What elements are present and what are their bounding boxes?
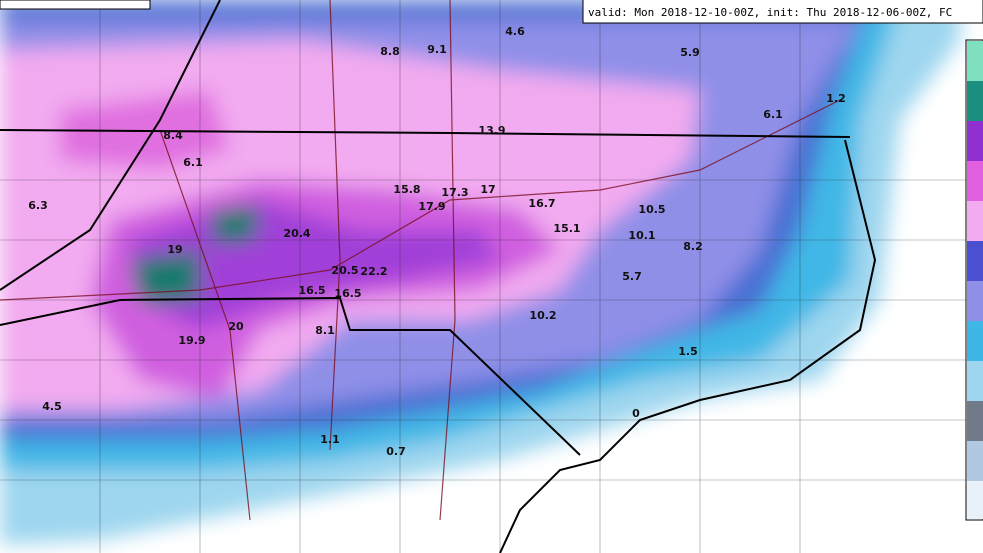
snowfall-label: 10.2 [529, 309, 556, 322]
snowfall-label: 16.7 [528, 197, 555, 210]
snowfall-label: 15.8 [393, 183, 420, 196]
snowfall-label: 6.1 [183, 156, 203, 169]
snowfall-label: 10.5 [638, 203, 665, 216]
snowfall-label: 8.2 [683, 240, 703, 253]
snowfall-label: 20 [228, 320, 244, 333]
snowfall-shading [0, 0, 960, 545]
snowfall-label: 15.1 [553, 222, 580, 235]
snowfall-label: 17.3 [441, 186, 468, 199]
snowfall-label: 5.9 [680, 46, 700, 59]
snowfall-label: 9.1 [427, 43, 447, 56]
snowfall-label: 8.1 [315, 324, 335, 337]
snowfall-label: 1.2 [826, 92, 846, 105]
snowfall-label: 8.8 [380, 45, 400, 58]
snowfall-label: 19.9 [178, 334, 205, 347]
snowfall-label: 1.1 [320, 433, 340, 446]
snowfall-label: 0.7 [386, 445, 406, 458]
state-borders [0, 0, 877, 553]
highways [0, 0, 841, 521]
snowfall-label: 17 [480, 183, 495, 196]
snowfall-label: 22.2 [360, 265, 387, 278]
snowfall-label: 20.4 [283, 227, 310, 240]
snowfall-label: 6.1 [763, 108, 783, 121]
snowfall-label: 5.7 [622, 270, 642, 283]
info-box [0, 0, 151, 10]
map-labels: 4.6 8.8 9.1 5.9 1.2 6.1 8.4 13.9 6.1 15.8 17.3 17 17… [28, 25, 846, 458]
snowfall-label: 1.5 [678, 345, 698, 358]
color-scale-swatches [967, 41, 983, 519]
snowfall-label: 6.3 [28, 199, 48, 212]
snowfall-label: 8.4 [163, 129, 183, 142]
snowfall-label: 0 [632, 407, 640, 420]
snowfall-label: 16.5 [334, 287, 361, 300]
snowfall-label: 4.5 [42, 400, 62, 413]
header-box [582, 0, 983, 24]
snowfall-label: 20.5 [331, 264, 358, 277]
snowfall-label: 17.9 [418, 200, 445, 213]
snowfall-label: 19 [167, 243, 182, 256]
snowfall-label: 16.5 [298, 284, 325, 297]
valid-time: valid: Mon 2018-12-10-00Z, init: Thu 201… [588, 6, 952, 19]
snowfall-label: 10.1 [628, 229, 655, 242]
snowfall-label: 4.6 [505, 25, 525, 38]
snowfall-label: 13.9 [478, 124, 505, 137]
